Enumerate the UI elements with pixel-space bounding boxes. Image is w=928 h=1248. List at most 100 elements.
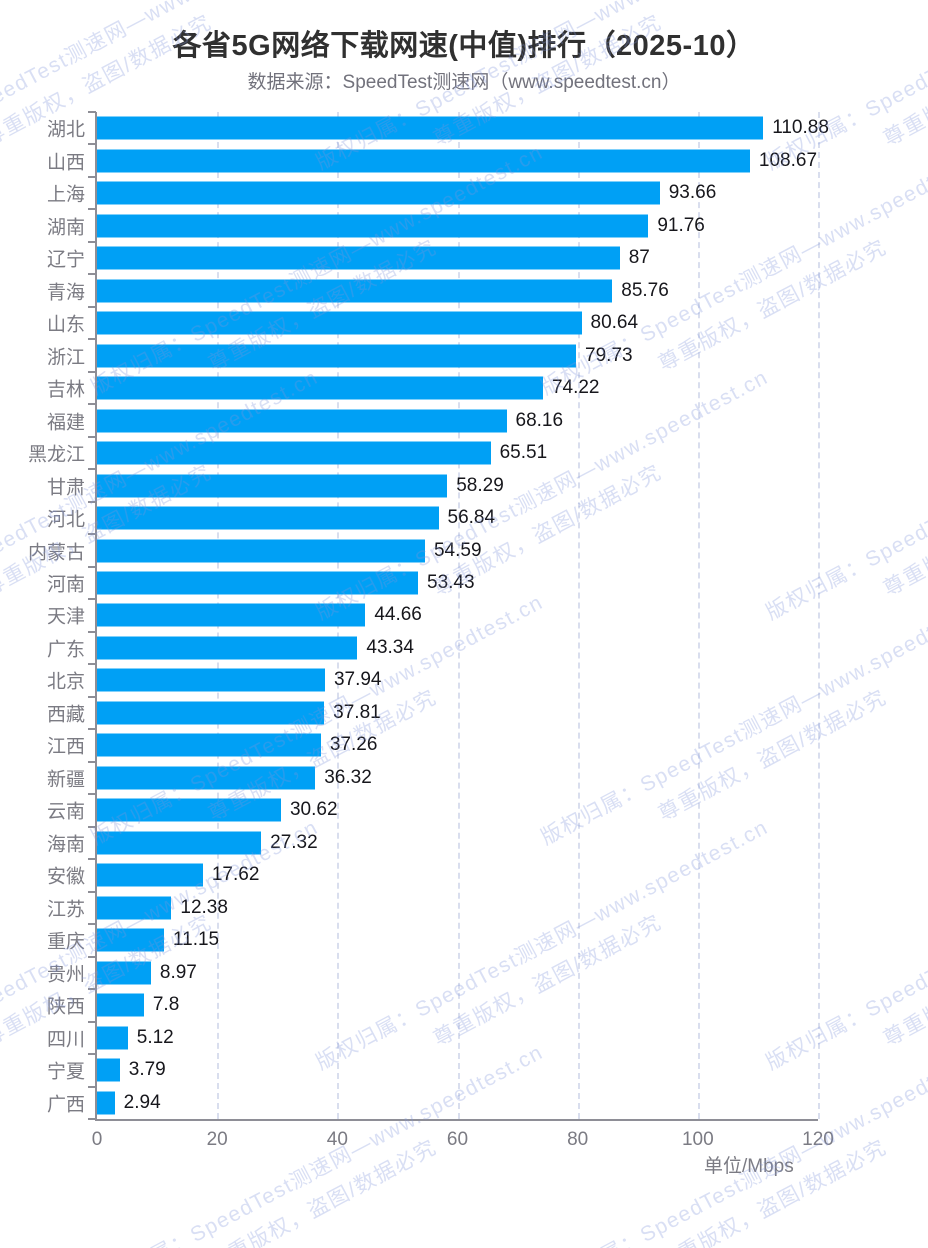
bar-value-label: 3.79 [128,1059,166,1081]
bar [97,409,507,433]
y-axis-tick [88,436,96,438]
y-axis-label: 广西 [46,1094,85,1116]
y-axis-label: 河南 [46,574,85,596]
y-axis-label: 天津 [46,606,85,628]
bar-row: 四川 5.12 [47,1022,818,1054]
bar-row: 上海 93.66 [47,177,818,209]
y-axis-label: 广东 [46,639,85,661]
y-axis-tick [88,176,96,178]
y-axis-tick [88,631,96,633]
bar-row: 天津 44.66 [47,599,818,631]
bar-value-label: 93.66 [668,182,717,204]
bar-value-label: 65.51 [499,442,548,464]
bar-value-label: 8.97 [159,961,197,983]
bar [97,961,151,985]
bar [97,668,325,692]
chart-subtitle: 数据来源：SpeedTest测速网（www.speedtest.cn） [247,72,681,93]
bar-value-label: 53.43 [427,572,475,593]
y-axis-tick [88,956,96,958]
y-axis-tick [88,468,96,470]
bar-value-label: 5.12 [136,1026,174,1048]
y-axis-tick [88,306,96,308]
bar [97,181,660,205]
bar [97,116,764,140]
x-axis-tick-label: 100 [681,1129,714,1150]
y-axis-label: 海南 [46,834,85,856]
bar-row: 陕西 7.8 [47,989,818,1021]
bar-value-label: 37.94 [333,669,382,691]
bar-row: 山西 108.67 [47,144,818,176]
y-axis-tick [88,598,96,600]
y-axis-label: 浙江 [46,347,85,369]
bar-value-label: 68.16 [515,409,564,431]
y-axis-label: 河北 [46,509,85,531]
bar [97,831,262,855]
gridline-x-100 [697,112,700,1119]
bar [97,896,172,920]
y-axis-label: 安徽 [46,866,85,888]
bar-value-label: 7.8 [152,994,180,1016]
watermark-line2: 尊重版权，盗图/数据必究 [879,910,928,1051]
gridline-x-80 [577,112,580,1119]
y-axis-tick [88,111,96,113]
x-axis-tick-label: 60 [446,1129,469,1150]
bar [97,701,325,725]
bar [97,474,448,498]
y-axis-label: 陕西 [46,996,85,1018]
bar [97,733,321,757]
bar-row: 海南 27.32 [47,827,818,859]
y-axis-tick [88,143,96,145]
bar [97,766,316,790]
bar [97,603,366,627]
y-axis-tick [88,533,96,535]
plot-area: 湖北 110.88 山西 108.67 上海 93.66 湖南 91.76 辽宁 87 青海 85.7… [28,111,829,1121]
bar-value-label: 2.94 [123,1091,161,1113]
bar [97,993,144,1017]
bar-value-label: 91.76 [657,214,705,236]
bar [97,798,281,822]
bar-row: 北京 37.94 [47,664,818,696]
bar-value-label: 37.26 [329,734,378,756]
bar [97,376,543,400]
bar-row: 安徽 17.62 [47,859,818,891]
bar-row: 内蒙古 54.59 [28,534,818,566]
bar-value-label: 12.38 [180,896,228,918]
y-axis-tick [88,891,96,893]
y-axis-label: 吉林 [46,379,85,401]
bar-row: 广西 2.94 [47,1087,818,1119]
y-axis-tick [88,988,96,990]
bar-row: 河南 53.43 [47,567,818,599]
bar-row: 湖北 110.88 [47,112,829,144]
y-axis-tick [88,858,96,860]
y-axis-label: 贵州 [46,964,85,986]
x-axis-line [95,1119,818,1121]
bar [97,636,358,660]
y-axis-tick [88,338,96,340]
y-axis-tick [88,566,96,568]
bar-value-label: 17.62 [211,864,260,886]
y-axis-tick [88,826,96,828]
bar-value-label: 27.32 [270,831,318,853]
x-axis-tick-label: 80 [567,1129,589,1150]
y-axis-tick [88,1021,96,1023]
bar-row: 江苏 12.38 [47,892,818,924]
bar-row: 江西 37.26 [47,729,818,761]
bar-value-label: 79.73 [585,344,633,366]
x-axis-tick-label: 40 [326,1129,348,1150]
x-axis-tick-label: 120 [802,1129,834,1150]
y-axis-label: 黑龙江 [27,444,85,466]
bar-row: 吉林 74.22 [47,372,818,404]
y-axis-tick [88,208,96,210]
watermark-line2: 尊重版权，盗图/数据必究 [879,460,928,601]
y-axis-line [95,112,97,1119]
bar-row: 福建 68.16 [47,404,818,436]
y-axis-tick [88,501,96,503]
y-axis-label: 山西 [46,152,85,174]
y-axis-label: 新疆 [46,769,85,791]
bar [97,539,425,563]
bar-value-label: 37.81 [333,701,381,723]
gridline-x-120 [818,112,820,1119]
y-axis-label: 重庆 [46,931,85,953]
bar-row: 辽宁 87 [47,242,818,274]
